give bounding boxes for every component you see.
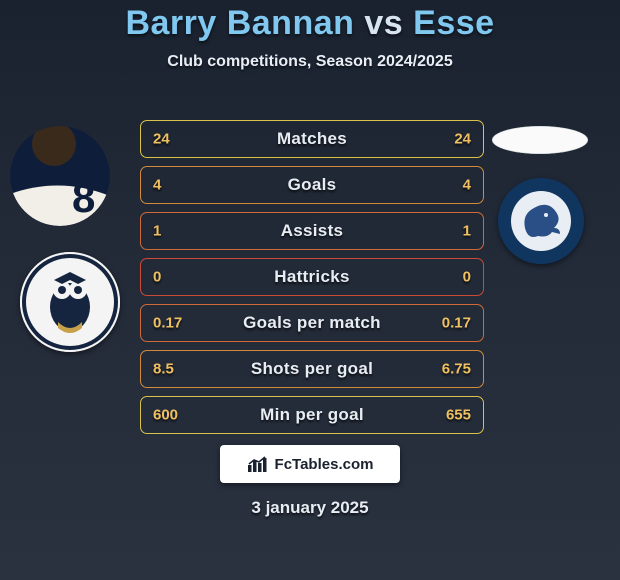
stat-right-value: 1: [463, 223, 471, 240]
club-crest-left: [20, 252, 120, 352]
stat-row: 0.17 Goals per match 0.17: [140, 304, 484, 342]
stat-row: 8.5 Shots per goal 6.75: [140, 350, 484, 388]
stat-left-value: 8.5: [153, 361, 174, 378]
stat-left-value: 24: [153, 131, 170, 148]
stat-row: 24 Matches 24: [140, 120, 484, 158]
owl-crest-icon: [20, 252, 120, 352]
stat-row: 4 Goals 4: [140, 166, 484, 204]
stat-row: 600 Min per goal 655: [140, 396, 484, 434]
stat-right-value: 0: [463, 269, 471, 286]
stat-label: Shots per goal: [251, 359, 373, 379]
stat-left-value: 4: [153, 177, 161, 194]
stat-left-value: 0: [153, 269, 161, 286]
title-vs: vs: [364, 4, 403, 42]
stat-right-value: 24: [454, 131, 471, 148]
club-crest-right: [498, 178, 584, 264]
stat-right-value: 0.17: [442, 315, 471, 332]
subtitle: Club competitions, Season 2024/2025: [0, 53, 620, 71]
player2-avatar: [492, 126, 588, 154]
stat-left-value: 600: [153, 407, 178, 424]
stats-table: 24 Matches 24 4 Goals 4 1 Assists 1 0 Hattricks 0 0.…: [140, 120, 484, 442]
player1-avatar-icon: 8: [10, 126, 110, 226]
player1-avatar: 8: [10, 126, 110, 226]
date-label: 3 january 2025: [251, 498, 368, 518]
page-title: Barry Bannan vs Esse: [0, 4, 620, 43]
stats-bars-icon: [247, 455, 269, 473]
title-player-left: Barry Bannan: [125, 4, 354, 42]
source-badge: FcTables.com: [220, 445, 400, 483]
stat-right-value: 6.75: [442, 361, 471, 378]
stat-label: Goals: [288, 175, 337, 195]
stat-row: 1 Assists 1: [140, 212, 484, 250]
stat-label: Goals per match: [243, 313, 381, 333]
stat-label: Hattricks: [274, 267, 349, 287]
player2-avatar-icon: [492, 126, 588, 154]
source-badge-text: FcTables.com: [275, 456, 374, 473]
stat-left-value: 0.17: [153, 315, 182, 332]
stat-right-value: 4: [463, 177, 471, 194]
svg-text:8: 8: [72, 174, 95, 221]
stat-label: Assists: [281, 221, 344, 241]
stat-right-value: 655: [446, 407, 471, 424]
stat-label: Matches: [277, 129, 347, 149]
stat-row: 0 Hattricks 0: [140, 258, 484, 296]
title-player-right: Esse: [413, 4, 494, 42]
lion-crest-icon: [498, 178, 584, 264]
stat-left-value: 1: [153, 223, 161, 240]
header: Barry Bannan vs Esse Club competitions, …: [0, 0, 620, 71]
stat-label: Min per goal: [260, 405, 364, 425]
